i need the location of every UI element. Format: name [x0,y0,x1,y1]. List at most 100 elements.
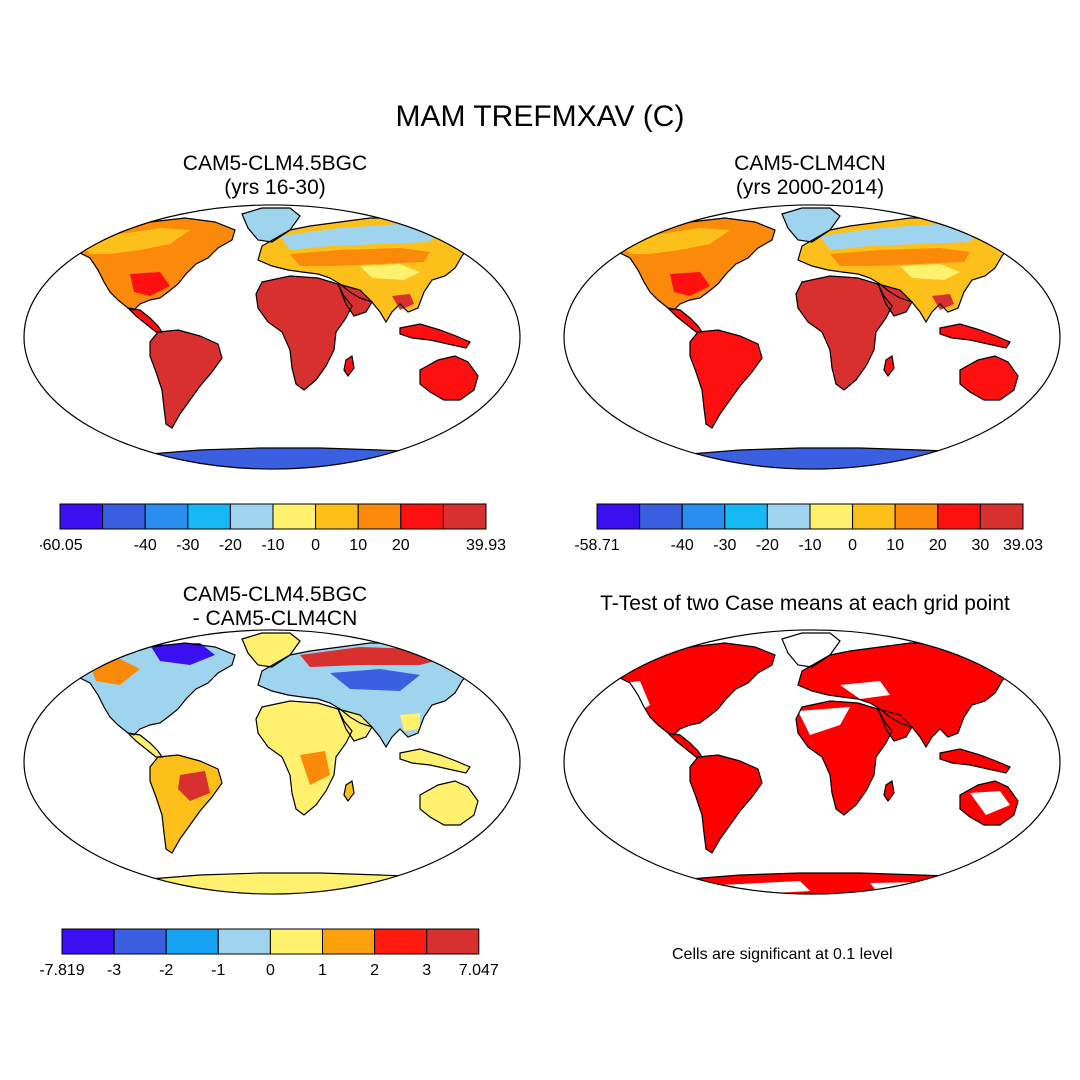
colorbar-label: 30 [972,537,990,554]
coastline-eurasia [797,642,1013,749]
colorbar-label: -40 [671,537,694,554]
land-arabia [878,284,912,316]
coastline-northAmerica [58,217,236,311]
colorbar-label: 0 [266,962,275,979]
coastline-southAmerica [149,329,223,429]
colorbar-box [187,503,231,530]
colorbar-label: -58.71 [574,537,619,554]
colorbar-label: -20 [219,537,242,554]
coastline-indonesia [399,323,471,349]
colorbar-label: 1 [318,962,327,979]
coastline-madagascar [343,354,355,378]
colorbar-label: 3 [422,962,431,979]
colorbar-box [681,503,726,530]
colorbar-label: -30 [176,537,199,554]
colorbar-box [894,503,939,530]
coastline-indonesia [399,748,471,774]
coastline-australia [419,780,479,826]
colorbar-label: -30 [713,537,736,554]
colorbar-label: 39.93 [466,537,506,554]
land-australia [420,781,478,825]
colorbar-label: 0 [848,537,857,554]
colorbar-box [102,503,146,530]
panel-title-bgc-line1: CAM5-CLM4.5BGC [182,152,368,175]
map-border [563,204,1061,470]
coastline-madagascar [343,779,355,803]
land-greenland [782,633,840,667]
colorbar-box [165,928,219,955]
colorbar-label: -3 [107,962,121,979]
colorbar-box [979,503,1024,530]
colorbar-box [357,503,402,530]
colorbar-label: -10 [798,537,821,554]
colorbar-box [852,503,896,530]
land-centralAmerica [128,733,162,757]
field-patch [290,248,430,266]
land-southAmerica [690,755,762,853]
map-border [563,629,1061,895]
coastline-northAmerica [58,642,236,736]
field-patch [130,272,170,296]
panel-title-bgc: CAM5-CLM4.5BGC (yrs 16-30) [130,152,420,200]
map-land-layer [58,632,479,895]
land-australia [420,356,478,400]
coastline-northAmerica [598,217,776,311]
land-greenland [782,208,840,242]
panel-title-bgc-line2: (yrs 16-30) [224,176,326,199]
colorbar-box [315,503,359,530]
land-greenland [242,208,300,242]
colorbar-bgc: -60.05 -40 -30 -20 -10 0 10 20 39.93 [40,503,506,554]
colorbar-label: -20 [756,537,779,554]
colorbar-diff: -7.819 -3 -2 -1 0 1 2 3 7.047 [39,928,499,979]
colorbar-box [596,503,641,530]
field-patch [830,248,970,266]
land-centralAmerica [668,308,702,332]
coastline-arabia [876,708,913,742]
field-patch [970,791,1010,815]
colorbar-box [400,503,444,530]
coastline-australia [959,780,1019,826]
coastline-arabia [336,708,373,742]
colorbar-label: 10 [886,537,904,554]
land-southAmerica [150,330,222,428]
field-patch [150,643,215,665]
field-patch [330,669,420,691]
coastline-madagascar [883,354,895,378]
field-patch [360,264,420,280]
map-ttest [563,629,1061,895]
land-indonesia [400,749,470,773]
colorbar-label: -40 [134,537,157,554]
coastline-southAmerica [149,754,223,854]
map-diff [23,629,521,895]
colorbar-box [639,503,683,530]
field-patch [932,294,954,310]
panel-title-cn-line2: (yrs 2000-2014) [735,176,885,199]
map-bgc [23,204,521,470]
coastline-australia [959,355,1019,401]
colorbar-label: 39.03 [1003,537,1043,554]
panel-title-diff: CAM5-CLM4.5BGC - CAM5-CLM4CN [130,583,420,631]
colorbar-box [272,503,317,530]
significance-note: Cells are significant at 0.1 level [672,946,893,963]
colorbar-cn: -58.71 -40 -30 -20 -10 0 10 20 30 39.03 [574,503,1043,554]
colorbar-box [809,503,854,530]
colorbar-box [61,928,115,955]
field-patch [620,228,730,254]
panel-title-diff-line1: CAM5-CLM4.5BGC [182,583,368,606]
field-patch [80,228,190,254]
coastline-arabia [336,283,373,317]
colorbar-box [724,503,768,530]
panel-title-cn: CAM5-CLM4CN (yrs 2000-2014) [665,152,955,200]
colorbar-box [113,928,167,955]
colorbar-box [217,928,271,955]
colorbar-box [426,928,480,955]
field-patch [610,681,650,717]
colorbar-label: -7.819 [39,962,84,979]
field-patch [392,294,414,310]
map-border [23,629,521,895]
coastline-indonesia [939,323,1011,349]
colorbar-label: 20 [929,537,947,554]
coastline-northAmerica [598,642,776,736]
panel-title-ttest-line1: T-Test of two Case means at each grid po… [600,592,1010,615]
colorbar-label: 2 [370,962,379,979]
